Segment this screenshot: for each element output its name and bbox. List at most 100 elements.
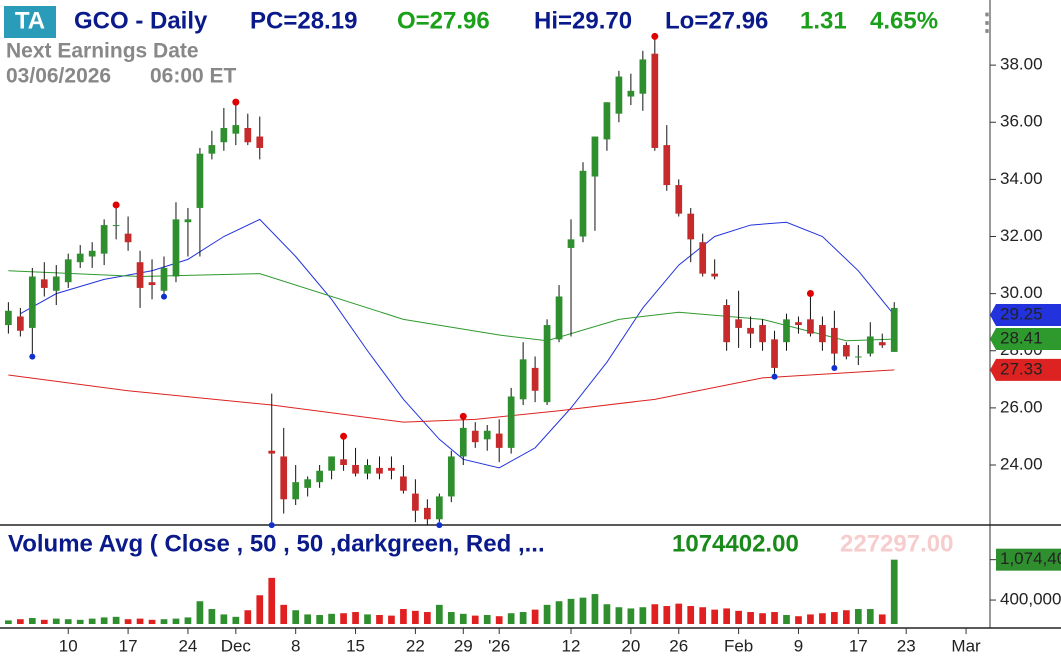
y-tick-label: 400,000 bbox=[1000, 590, 1061, 609]
volume-bar bbox=[100, 617, 108, 624]
candle-body bbox=[172, 219, 180, 277]
price-tag-bg bbox=[990, 304, 1061, 327]
x-tick-label: 15 bbox=[346, 636, 365, 655]
candle-body bbox=[304, 479, 312, 488]
volume-bar bbox=[890, 559, 898, 624]
candle-body bbox=[16, 316, 24, 331]
volume-bar bbox=[663, 606, 671, 624]
volume-bar bbox=[771, 612, 778, 624]
volume-bar bbox=[232, 616, 240, 624]
volume-bar bbox=[639, 607, 647, 624]
volume-bar bbox=[747, 612, 754, 624]
volume-bar bbox=[208, 609, 216, 624]
price-tag-bg bbox=[990, 358, 1061, 381]
candle-body bbox=[244, 127, 252, 143]
volume-bar bbox=[76, 619, 84, 624]
candle-body bbox=[687, 213, 695, 240]
candle-body bbox=[28, 276, 36, 328]
low: Lo=27.96 bbox=[665, 7, 768, 34]
candle-body bbox=[328, 456, 335, 471]
volume-bar bbox=[364, 614, 371, 624]
volume-bar bbox=[507, 613, 515, 624]
candle-body bbox=[675, 185, 683, 214]
candle-body bbox=[160, 267, 168, 291]
candle-body bbox=[352, 465, 359, 474]
x-tick-label: 12 bbox=[562, 636, 581, 655]
high: Hi=29.70 bbox=[534, 7, 632, 34]
open: O=27.96 bbox=[397, 7, 490, 34]
candle-body bbox=[807, 319, 814, 334]
earnings-label: Next Earnings Date bbox=[6, 40, 199, 63]
volume-bar bbox=[675, 603, 683, 624]
candle-body bbox=[543, 325, 551, 403]
volume-bar bbox=[292, 610, 300, 624]
candle-body bbox=[435, 496, 443, 520]
volume-bar bbox=[5, 620, 12, 624]
volume-bar bbox=[28, 618, 36, 624]
change-pct[interactable]: 4.65% bbox=[870, 7, 938, 34]
candle-body bbox=[459, 427, 467, 457]
candle-body bbox=[747, 327, 754, 334]
candle-body bbox=[615, 76, 623, 114]
candle-body bbox=[771, 339, 778, 368]
volume-bar bbox=[699, 607, 707, 624]
symbol-badge: TA bbox=[15, 7, 45, 34]
volume-bar bbox=[52, 618, 60, 624]
candle-body bbox=[268, 450, 276, 454]
candle-body bbox=[567, 239, 575, 248]
volume-bar bbox=[687, 606, 695, 624]
candle-body bbox=[555, 296, 563, 340]
candle-body bbox=[651, 53, 659, 148]
candle-body bbox=[112, 225, 120, 227]
candle-body bbox=[400, 476, 407, 491]
volume-bar bbox=[783, 615, 790, 624]
candle-body bbox=[819, 325, 826, 343]
candle-body bbox=[639, 59, 647, 94]
candle-body bbox=[531, 367, 539, 391]
candle-body bbox=[76, 253, 84, 263]
volume-bar bbox=[651, 604, 659, 624]
x-tick-label: 26 bbox=[669, 636, 688, 655]
symbol-badge-bg bbox=[4, 6, 56, 38]
volume-bar bbox=[244, 610, 252, 624]
y-tick-label: 24.00 bbox=[1000, 455, 1043, 474]
volume-bar bbox=[471, 615, 479, 624]
menu[interactable]: ⋮ bbox=[975, 9, 999, 36]
candle-body bbox=[232, 125, 240, 134]
candle-body bbox=[136, 262, 144, 288]
candle-body bbox=[64, 259, 72, 283]
candle-body bbox=[579, 170, 587, 237]
candle-body bbox=[699, 242, 707, 274]
x-tick-label: 17 bbox=[119, 636, 138, 655]
volume-avg: 227297.00 bbox=[840, 530, 953, 557]
volume-bar bbox=[819, 613, 826, 624]
candle-body bbox=[148, 282, 156, 286]
candle-body bbox=[40, 279, 48, 288]
volume-bar bbox=[196, 601, 204, 624]
y-tick-label: 30.00 bbox=[1000, 283, 1043, 302]
x-tick-label: 17 bbox=[849, 636, 868, 655]
volume-bar bbox=[16, 619, 24, 624]
candle-body bbox=[100, 225, 108, 254]
candle-body bbox=[735, 319, 742, 328]
volume-bar bbox=[124, 619, 132, 624]
volume-bar bbox=[388, 615, 395, 624]
volume-bar bbox=[172, 618, 180, 624]
candle-body bbox=[483, 430, 491, 440]
price-tag: 27.33 bbox=[1000, 359, 1043, 378]
y-tick-label: 36.00 bbox=[1000, 112, 1043, 131]
volume-bar bbox=[184, 617, 192, 624]
candle-body bbox=[866, 336, 874, 354]
volume-bar bbox=[711, 609, 719, 624]
x-tick-label: 29 bbox=[454, 636, 473, 655]
volume-bar bbox=[316, 615, 323, 624]
volume-bar bbox=[112, 616, 120, 624]
candle-body bbox=[340, 459, 347, 466]
volume-bar bbox=[376, 615, 383, 624]
x-tick-label: 24 bbox=[178, 636, 197, 655]
volume-title: Volume Avg ( Close , 50 , 50 ,darkgreen,… bbox=[8, 530, 545, 557]
volume-bar bbox=[579, 597, 587, 624]
volume-bar bbox=[64, 619, 72, 624]
candle-body bbox=[627, 90, 635, 97]
